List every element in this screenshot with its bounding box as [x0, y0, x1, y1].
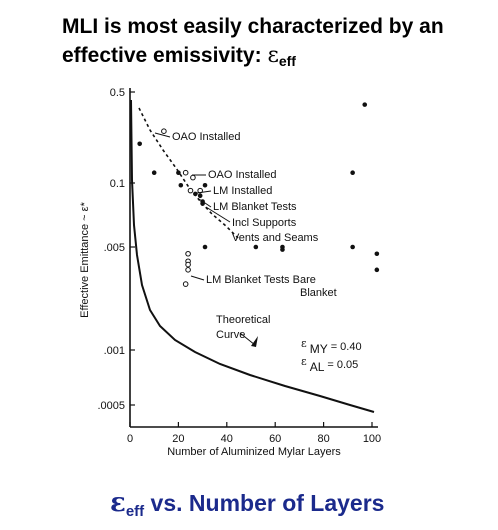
chart-annotations: OAO Installed OAO Installed LM Installed LM…: [154, 131, 362, 374]
data-point-open: [187, 187, 194, 194]
x-tick-label: 40: [221, 433, 233, 445]
data-point-filled: [374, 267, 380, 273]
data-point-open: [182, 169, 189, 176]
x-axis-title: Number of Aluminized Mylar Layers: [167, 446, 341, 458]
annotation-label: LM Blanket Tests Bare: [206, 274, 316, 286]
data-point-filled: [137, 141, 142, 147]
annotation-label: OAO Installed: [172, 131, 240, 143]
y-tick-label: 0.1: [110, 178, 125, 190]
annotation-label: LM Installed: [213, 185, 272, 197]
data-point-open: [185, 261, 191, 268]
annotation-leader: [198, 198, 212, 208]
emissivity-subscript: MY: [310, 342, 328, 356]
data-point-filled: [362, 102, 368, 107]
annotation-leader: [205, 206, 231, 223]
annotation-label: Vents and Seams: [232, 232, 319, 244]
y-tick-label: .001: [104, 345, 125, 357]
slide-heading: MLI is most easily characterized by an e…: [62, 12, 492, 76]
annotation-label: Incl Supports: [232, 217, 297, 229]
data-point-open: [182, 281, 189, 287]
data-point-open: [190, 174, 196, 181]
annotation-leader: [239, 332, 256, 346]
data-point-filled: [374, 251, 380, 257]
emissivity-symbol: ε: [301, 337, 307, 350]
epsilon-subscript: eff: [278, 53, 296, 69]
annotation-label: Blanket: [300, 287, 337, 299]
epsilon-symbol: ε: [267, 43, 279, 68]
data-point-filled: [176, 170, 181, 175]
footer-epsilon-subscript: eff: [125, 503, 145, 520]
data-point-open: [185, 250, 191, 257]
data-point-filled: [202, 244, 208, 250]
data-point-open: [161, 128, 167, 134]
footer-epsilon-symbol: ε: [110, 488, 126, 518]
x-tick-label: 100: [363, 433, 381, 445]
annotation-label: Theoretical: [216, 314, 270, 326]
x-tick-label: 0: [127, 433, 133, 445]
data-point-filled: [178, 182, 184, 188]
arrow-head-icon: [251, 336, 258, 347]
theoretical-curve-line: [130, 99, 375, 413]
heading-line-2: effective emissivity: εeff: [62, 41, 492, 76]
emissivity-subscript: AL: [310, 360, 325, 374]
y-tick-label: .0005: [97, 400, 125, 412]
annotation-leader: [154, 132, 171, 138]
data-point-filled: [253, 244, 259, 250]
emissivity-label: ε MY = 0.40: [301, 337, 362, 356]
data-point-filled: [280, 247, 285, 252]
data-point-filled: [202, 182, 208, 188]
x-tick-label: 20: [172, 433, 184, 445]
heading-line-1: MLI is most easily characterized by an: [62, 15, 444, 38]
data-point-filled: [151, 170, 157, 175]
y-tick-label: 0.5: [110, 87, 125, 99]
measured-trend-dashed-line: [138, 107, 239, 239]
chart-curves: [130, 99, 375, 413]
emissivity-label: ε AL = 0.05: [301, 355, 358, 374]
heading-line-2-text: effective emissivity:: [62, 44, 268, 67]
annotation-label: OAO Installed: [208, 169, 276, 181]
annotation-label: Curve: [216, 329, 245, 341]
emissivity-symbol: ε: [301, 355, 307, 368]
annotation-leader: [196, 190, 212, 194]
y-tick-label: .005: [104, 242, 125, 254]
slide-footer-caption: εeff vs. Number of Layers: [110, 488, 384, 520]
y-axis-title: Effective Emittance ~ ε*: [79, 201, 91, 317]
footer-text: vs. Number of Layers: [144, 490, 385, 516]
annotation-label: LM Blanket Tests: [213, 201, 297, 213]
x-tick-label: 60: [269, 433, 281, 445]
emissivity-value: = 0.40: [331, 341, 362, 353]
chart-axes: 0 20 40 60 80 100 0.5 0.1 .005 .001 .0005 Number of…: [79, 87, 381, 458]
emissivity-value: = 0.05: [327, 359, 358, 371]
x-tick-label: 80: [317, 433, 329, 445]
data-point-filled: [197, 193, 203, 199]
data-point-open: [185, 267, 191, 273]
data-point-filled: [350, 170, 355, 175]
annotation-leader: [190, 275, 205, 281]
data-point-filled: [193, 191, 198, 197]
data-point-filled: [350, 244, 355, 250]
